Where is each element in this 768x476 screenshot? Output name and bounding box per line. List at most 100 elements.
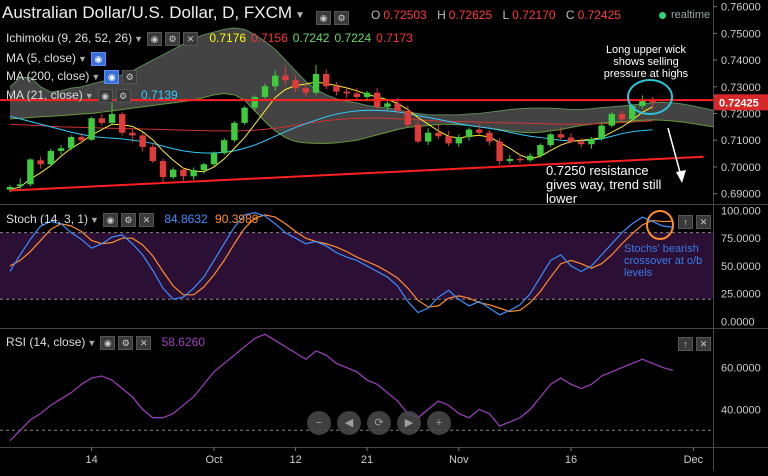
- legend-ichimoku-label: Ichimoku (9, 26, 52, 26): [6, 31, 133, 45]
- zoom-out-icon[interactable]: −: [307, 411, 331, 435]
- chevron-down-icon[interactable]: ▼: [134, 34, 143, 44]
- scroll-right-icon[interactable]: ▶: [397, 411, 421, 435]
- y-tick-label: 0.70000: [721, 162, 761, 174]
- close-icon[interactable]: ✕: [696, 336, 711, 351]
- candle-body: [129, 132, 136, 136]
- candle-body: [639, 100, 646, 107]
- candle-body: [537, 145, 544, 156]
- candle-body: [159, 161, 167, 178]
- candle-body: [190, 170, 197, 177]
- candle-body: [241, 107, 248, 123]
- chevron-down-icon[interactable]: ▼: [87, 338, 97, 348]
- legend-ma5[interactable]: MA (5, close) ▼ ◉: [6, 51, 109, 66]
- scroll-left-icon[interactable]: ◀: [337, 411, 361, 435]
- eye-icon[interactable]: ◉: [97, 88, 113, 103]
- annotation-resistance: 0.7250 resistance gives way, trend still…: [546, 163, 662, 206]
- eye-icon[interactable]: ◉: [316, 10, 331, 25]
- candle-body: [598, 125, 605, 139]
- last-price-tag: [714, 94, 768, 111]
- candle-body: [618, 114, 626, 120]
- move-up-icon[interactable]: ↑: [678, 214, 693, 229]
- stoch-k-line: [9, 212, 674, 316]
- close-icon[interactable]: ✕: [136, 335, 152, 350]
- candle-body: [353, 93, 360, 97]
- candle-body: [516, 158, 524, 161]
- ichimoku-cloud: [10, 28, 714, 144]
- y-tick-label: 0.76000: [721, 2, 761, 14]
- x-tick-label: Nov: [449, 454, 469, 466]
- chevron-down-icon[interactable]: ▼: [78, 54, 87, 64]
- close-icon[interactable]: ✕: [183, 31, 198, 46]
- candle-body: [47, 150, 54, 165]
- candle-body: [139, 135, 146, 147]
- realtime-label: realtime: [671, 9, 711, 21]
- candle-body: [119, 114, 126, 133]
- candle-body: [210, 153, 218, 165]
- rsi-y-tick-label: 60.0000: [721, 363, 761, 375]
- x-tick-label: 21: [361, 454, 373, 466]
- gear-icon[interactable]: ⚙: [334, 10, 349, 25]
- candle-body: [98, 118, 105, 123]
- stoch-y-tick-label: 50.0000: [721, 261, 761, 273]
- candle-body: [496, 141, 503, 162]
- chevron-down-icon[interactable]: ▼: [91, 72, 101, 82]
- y-tick-label: 0.69000: [721, 189, 761, 201]
- stoch-y-tick-label: 0.0000: [721, 316, 755, 328]
- annotation-stoch: Stochs' bearish crossover at o/b levels: [624, 243, 703, 279]
- candle-body: [425, 132, 432, 142]
- legend-ichimoku-value: 0.7224: [334, 31, 372, 45]
- ohlc-high-key: H: [437, 8, 446, 22]
- legend-rsi[interactable]: RSI (14, close) ▼ ◉ ⚙ ✕ 58.6260: [6, 335, 205, 350]
- close-icon[interactable]: ✕: [138, 212, 154, 227]
- candle-body: [88, 118, 95, 140]
- chevron-down-icon[interactable]: ▼: [84, 91, 94, 101]
- gear-icon[interactable]: ⚙: [115, 88, 131, 103]
- candle-body: [200, 164, 207, 171]
- stoch-pane-controls: ↑ ✕: [678, 213, 714, 231]
- candle-body: [404, 110, 411, 125]
- gear-icon[interactable]: ⚙: [118, 335, 134, 350]
- candle-body: [465, 129, 473, 138]
- reset-icon[interactable]: ⟳: [367, 411, 391, 435]
- gear-icon[interactable]: ⚙: [120, 212, 136, 227]
- close-icon[interactable]: ✕: [696, 214, 711, 229]
- rsi-line: [9, 333, 674, 442]
- ohlc-readout: O 0.72503 H 0.72625 L 0.72170 C 0.72425: [364, 8, 621, 22]
- chevron-down-icon[interactable]: ▼: [90, 215, 99, 225]
- eye-icon[interactable]: ◉: [100, 335, 116, 350]
- y-tick-label: 0.71000: [721, 135, 761, 147]
- legend-ichimoku-value: 0.7173: [376, 31, 413, 45]
- y-tick-label: 0.72000: [721, 109, 761, 121]
- stoch-crossover-circle: [646, 210, 674, 240]
- candle-body: [6, 186, 14, 190]
- legend-ma200[interactable]: MA (200, close) ▼ ◉ ⚙: [6, 69, 140, 84]
- candle-body: [149, 146, 156, 162]
- stoch-y-tick-label: 75.0000: [721, 233, 761, 245]
- eye-icon[interactable]: ◉: [102, 212, 118, 227]
- legend-ma21-value: 0.7139: [140, 88, 178, 102]
- legend-ma21[interactable]: MA (21, close) ▼ ◉ ⚙ 0.7139: [6, 88, 178, 103]
- gear-icon[interactable]: ⚙: [165, 31, 180, 46]
- eye-icon[interactable]: ◉: [147, 31, 162, 46]
- candle-body: [180, 169, 187, 177]
- candle-body: [547, 134, 554, 146]
- candle-body: [567, 137, 575, 142]
- title-toolbar: ◉ ⚙: [316, 9, 352, 27]
- legend-ma200-label: MA (200, close): [6, 69, 90, 83]
- legend-stoch[interactable]: Stoch (14, 3, 1) ▼ ◉ ⚙ ✕ 84.8632 90.3989: [6, 212, 258, 227]
- candle-body: [527, 155, 534, 161]
- move-up-icon[interactable]: ↑: [678, 336, 693, 351]
- ma5-line: [9, 81, 653, 191]
- gear-icon[interactable]: ⚙: [122, 69, 138, 84]
- candle-body: [455, 137, 462, 144]
- zoom-in-icon[interactable]: +: [427, 411, 451, 435]
- chevron-down-icon[interactable]: ▼: [295, 10, 305, 21]
- legend-ichimoku[interactable]: Ichimoku (9, 26, 52, 26) ▼ ◉ ⚙ ✕ 0.7176 0.715…: [6, 31, 413, 46]
- eye-icon[interactable]: ◉: [104, 69, 120, 84]
- legend-ichimoku-value: 0.7242: [292, 31, 330, 45]
- eye-icon[interactable]: ◉: [90, 51, 106, 66]
- last-price-label: 0.72425: [719, 97, 759, 109]
- candle-body: [27, 159, 34, 185]
- chart-title[interactable]: Australian Dollar/U.S. Dollar, D, FXCM ▼: [2, 3, 305, 23]
